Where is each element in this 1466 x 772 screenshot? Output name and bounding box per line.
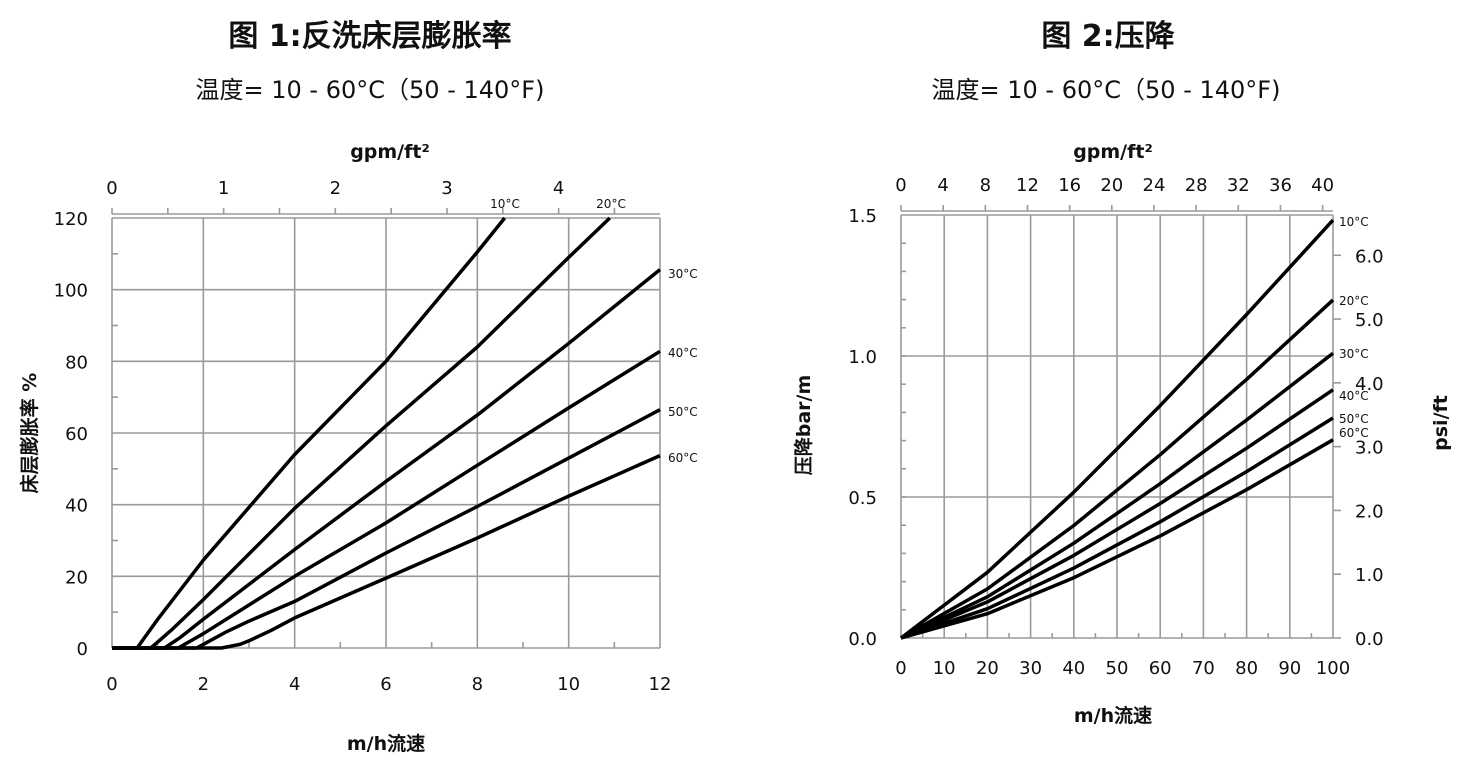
chart1-x-label: m/h流速	[347, 732, 425, 755]
series-line-40c	[112, 349, 661, 650]
x-tick-label: 8	[472, 674, 483, 695]
series-line-40c	[900, 388, 1334, 640]
chart1-x2-label: gpm/ft²	[350, 141, 430, 163]
x-tick-label: 50	[1106, 658, 1129, 679]
x-tick-label: 90	[1278, 658, 1301, 679]
y2-tick-label: 0.0	[1355, 629, 1384, 650]
series-line-10c	[112, 216, 507, 650]
x-tick-label: 10	[933, 658, 956, 679]
y2-tick-label: 6.0	[1355, 246, 1384, 267]
chart1-title: 图 1:反洗床层膨胀率	[228, 19, 511, 54]
x-tick-label: 80	[1235, 658, 1258, 679]
chart2-title: 图 2:压降	[1041, 19, 1175, 54]
y-tick-label: 20	[65, 567, 88, 588]
x2-tick-label: 20	[1100, 175, 1123, 196]
x2-tick-label: 3	[441, 178, 452, 199]
x2-tick-label: 4	[553, 178, 564, 199]
y-tick-label: 80	[65, 352, 88, 373]
series-label: 20°C	[596, 197, 626, 211]
series-label: 30°C	[668, 267, 698, 281]
y-tick-label: 0.0	[848, 629, 877, 650]
x-tick-label: 60	[1149, 658, 1172, 679]
bed-expansion-chart: 图 1:反洗床层膨胀率 温度= 10 - 60°C（50 - 140°F) gp…	[18, 19, 698, 755]
y-tick-label: 120	[54, 209, 88, 230]
y-tick-label: 40	[65, 496, 88, 517]
series-label: 30°C	[1339, 347, 1369, 361]
x2-tick-label: 32	[1227, 175, 1250, 196]
series-label: 60°C	[1339, 426, 1369, 440]
y2-tick-label: 2.0	[1355, 501, 1384, 522]
series-label: 50°C	[668, 405, 698, 419]
x-tick-label: 0	[895, 658, 906, 679]
x2-tick-label: 0	[895, 175, 906, 196]
x2-tick-label: 1	[218, 178, 229, 199]
y-tick-label: 1.0	[848, 347, 877, 368]
x2-tick-label: 28	[1185, 175, 1208, 196]
y2-tick-label: 1.0	[1355, 565, 1384, 586]
series-label: 50°C	[1339, 412, 1369, 426]
x-tick-label: 12	[649, 674, 672, 695]
chart1-subtitle: 温度= 10 - 60°C（50 - 140°F)	[196, 76, 545, 104]
chart2-subtitle: 温度= 10 - 60°C（50 - 140°F)	[932, 76, 1281, 104]
x2-tick-label: 0	[106, 178, 117, 199]
x2-tick-label: 16	[1058, 175, 1081, 196]
series-line-20c	[900, 298, 1335, 640]
x-tick-label: 0	[106, 674, 117, 695]
y-tick-label: 60	[65, 424, 88, 445]
x2-tick-label: 12	[1016, 175, 1039, 196]
x2-tick-label: 36	[1269, 175, 1292, 196]
x2-tick-label: 8	[980, 175, 991, 196]
x-tick-label: 4	[289, 674, 300, 695]
series-label: 60°C	[668, 451, 698, 465]
y2-tick-label: 5.0	[1355, 310, 1384, 331]
series-line-30c	[900, 351, 1335, 640]
series-line-60c	[900, 438, 1334, 640]
series-line-50c	[900, 416, 1334, 640]
x2-tick-label: 4	[937, 175, 948, 196]
x2-tick-label: 24	[1143, 175, 1166, 196]
x-tick-label: 40	[1062, 658, 1085, 679]
y-tick-label: 100	[54, 281, 88, 302]
series-label: 40°C	[1339, 389, 1369, 403]
series-line-10c	[899, 218, 1335, 640]
y2-tick-label: 3.0	[1355, 438, 1384, 459]
series-label: 10°C	[490, 197, 520, 211]
series-line-50c	[112, 408, 661, 650]
pressure-drop-chart: 图 2:压降 温度= 10 - 60°C（50 - 140°F) gpm/ft²…	[792, 19, 1452, 727]
chart2-x-label: m/h流速	[1074, 704, 1152, 727]
x-tick-label: 2	[198, 674, 209, 695]
chart2-y2-label: psi/ft	[1430, 395, 1452, 451]
series-line-20c	[112, 216, 612, 650]
x-tick-label: 70	[1192, 658, 1215, 679]
x-tick-label: 100	[1316, 658, 1350, 679]
series-line-30c	[112, 268, 662, 650]
y2-tick-label: 4.0	[1355, 374, 1384, 395]
chart2-x2-label: gpm/ft²	[1073, 141, 1153, 163]
y-tick-label: 0.5	[848, 488, 877, 509]
x-tick-label: 30	[1019, 658, 1042, 679]
chart2-y-label: 压降bar/m	[792, 375, 815, 476]
x2-tick-label: 2	[330, 178, 341, 199]
chart1-y-label: 床层膨胀率 %	[18, 373, 41, 494]
series-label: 40°C	[668, 346, 698, 360]
x-tick-label: 6	[380, 674, 391, 695]
series-label: 20°C	[1339, 294, 1369, 308]
series-line-60c	[112, 454, 661, 650]
x2-tick-label: 40	[1311, 175, 1334, 196]
x-tick-label: 20	[976, 658, 999, 679]
y-tick-label: 1.5	[848, 206, 877, 227]
x-tick-label: 10	[557, 674, 580, 695]
series-label: 10°C	[1339, 215, 1369, 229]
y-tick-label: 0	[77, 639, 88, 660]
